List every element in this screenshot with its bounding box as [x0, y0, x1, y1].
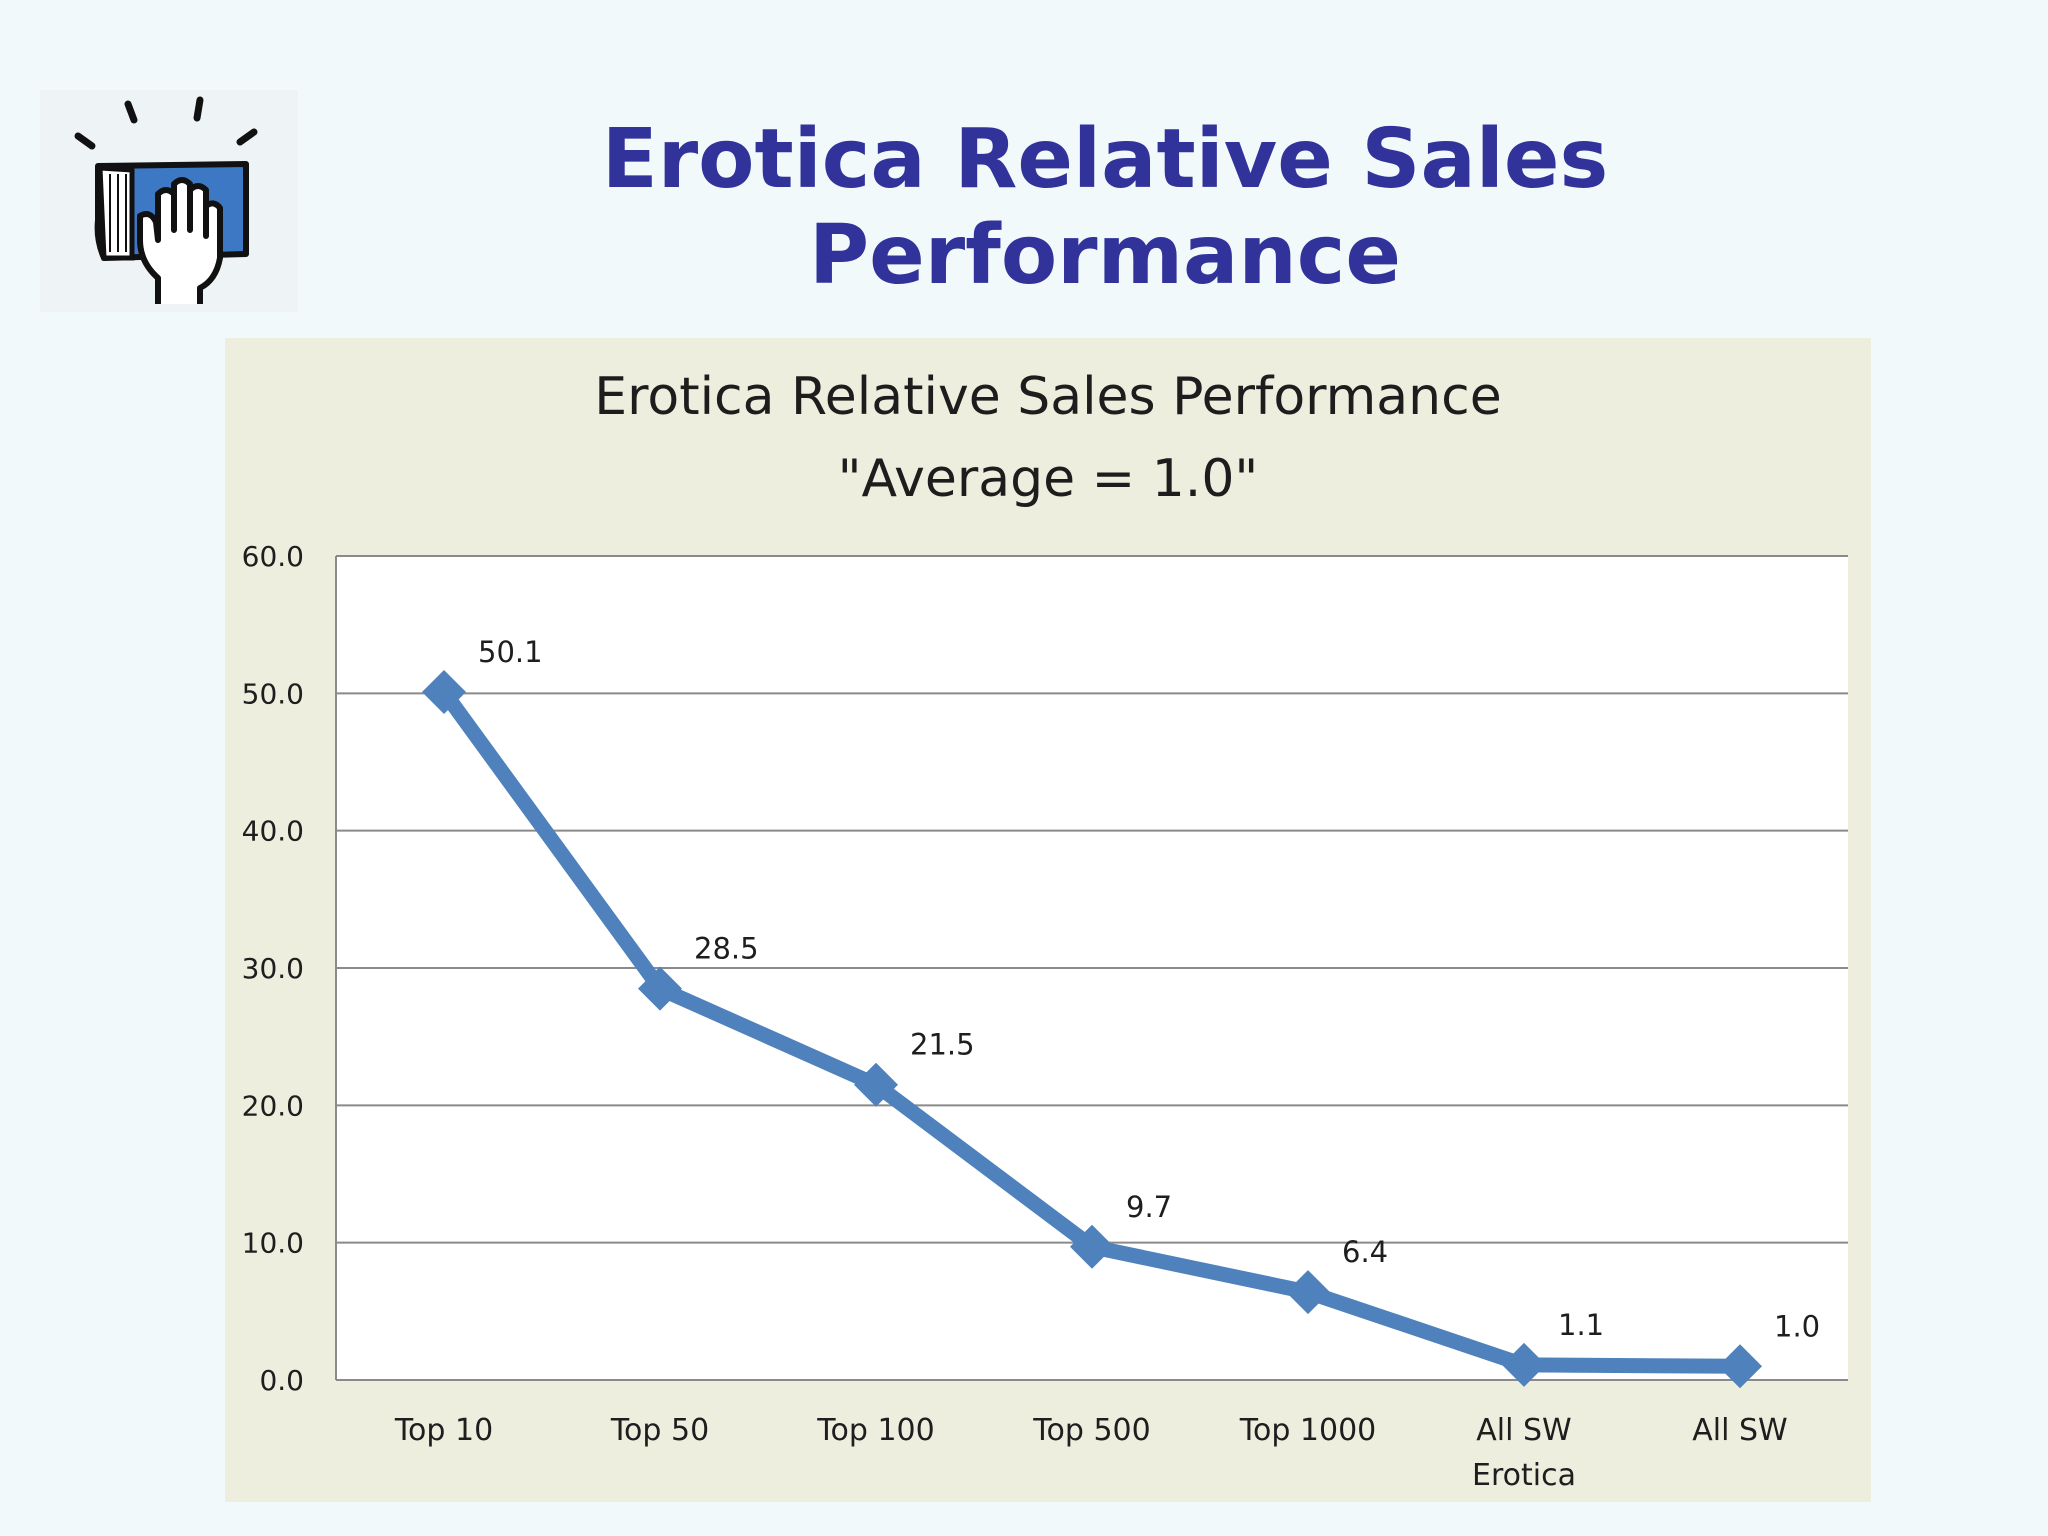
x-tick-label: Top 500	[1032, 1413, 1150, 1448]
chart-panel: Erotica Relative Sales Performance "Aver…	[225, 338, 1871, 1502]
y-tick-label: 10.0	[242, 1227, 304, 1260]
data-point	[638, 966, 682, 1011]
data-label: 28.5	[694, 932, 759, 966]
page-title: Erotica Relative Sales Performance	[601, 112, 1609, 303]
data-label: 6.4	[1342, 1235, 1388, 1269]
line-chart: 0.0 10.0 20.0 30.0 40.0 50.0 60.0 Top 10 Top 50 T…	[242, 540, 1848, 1493]
data-point	[1070, 1224, 1114, 1269]
x-tick-label: Top 10	[394, 1413, 493, 1448]
x-tick-label: All SW	[1692, 1413, 1787, 1448]
logo	[40, 90, 298, 312]
y-tick-label: 60.0	[242, 540, 304, 573]
x-tick-label: Top 100	[816, 1413, 934, 1448]
data-point	[1718, 1344, 1762, 1389]
data-label: 1.0	[1774, 1309, 1820, 1343]
chart-title-block: Erotica Relative Sales Performance "Aver…	[225, 356, 1871, 520]
y-tick-label: 30.0	[242, 952, 304, 985]
data-label: 1.1	[1558, 1308, 1604, 1342]
data-point	[854, 1062, 898, 1107]
data-point	[1286, 1270, 1330, 1315]
hand-on-book-icon	[74, 96, 258, 304]
data-point	[422, 669, 466, 714]
x-tick-label: All SW	[1476, 1413, 1571, 1448]
chart-subtitle: "Average = 1.0"	[837, 449, 1259, 509]
data-point	[1502, 1342, 1546, 1387]
y-tick-label: 50.0	[242, 677, 304, 710]
chart-title: Erotica Relative Sales Performance	[594, 367, 1502, 427]
x-tick-label: Erotica	[1472, 1458, 1576, 1493]
x-tick-label: Top 1000	[1239, 1413, 1377, 1448]
y-tick-label: 40.0	[242, 815, 304, 848]
x-tick-label: Top 50	[610, 1413, 709, 1448]
data-label: 9.7	[1126, 1190, 1172, 1224]
data-label: 50.1	[478, 635, 543, 669]
y-tick-label: 20.0	[242, 1089, 304, 1122]
y-tick-label: 0.0	[259, 1364, 304, 1397]
data-label: 21.5	[910, 1028, 975, 1062]
